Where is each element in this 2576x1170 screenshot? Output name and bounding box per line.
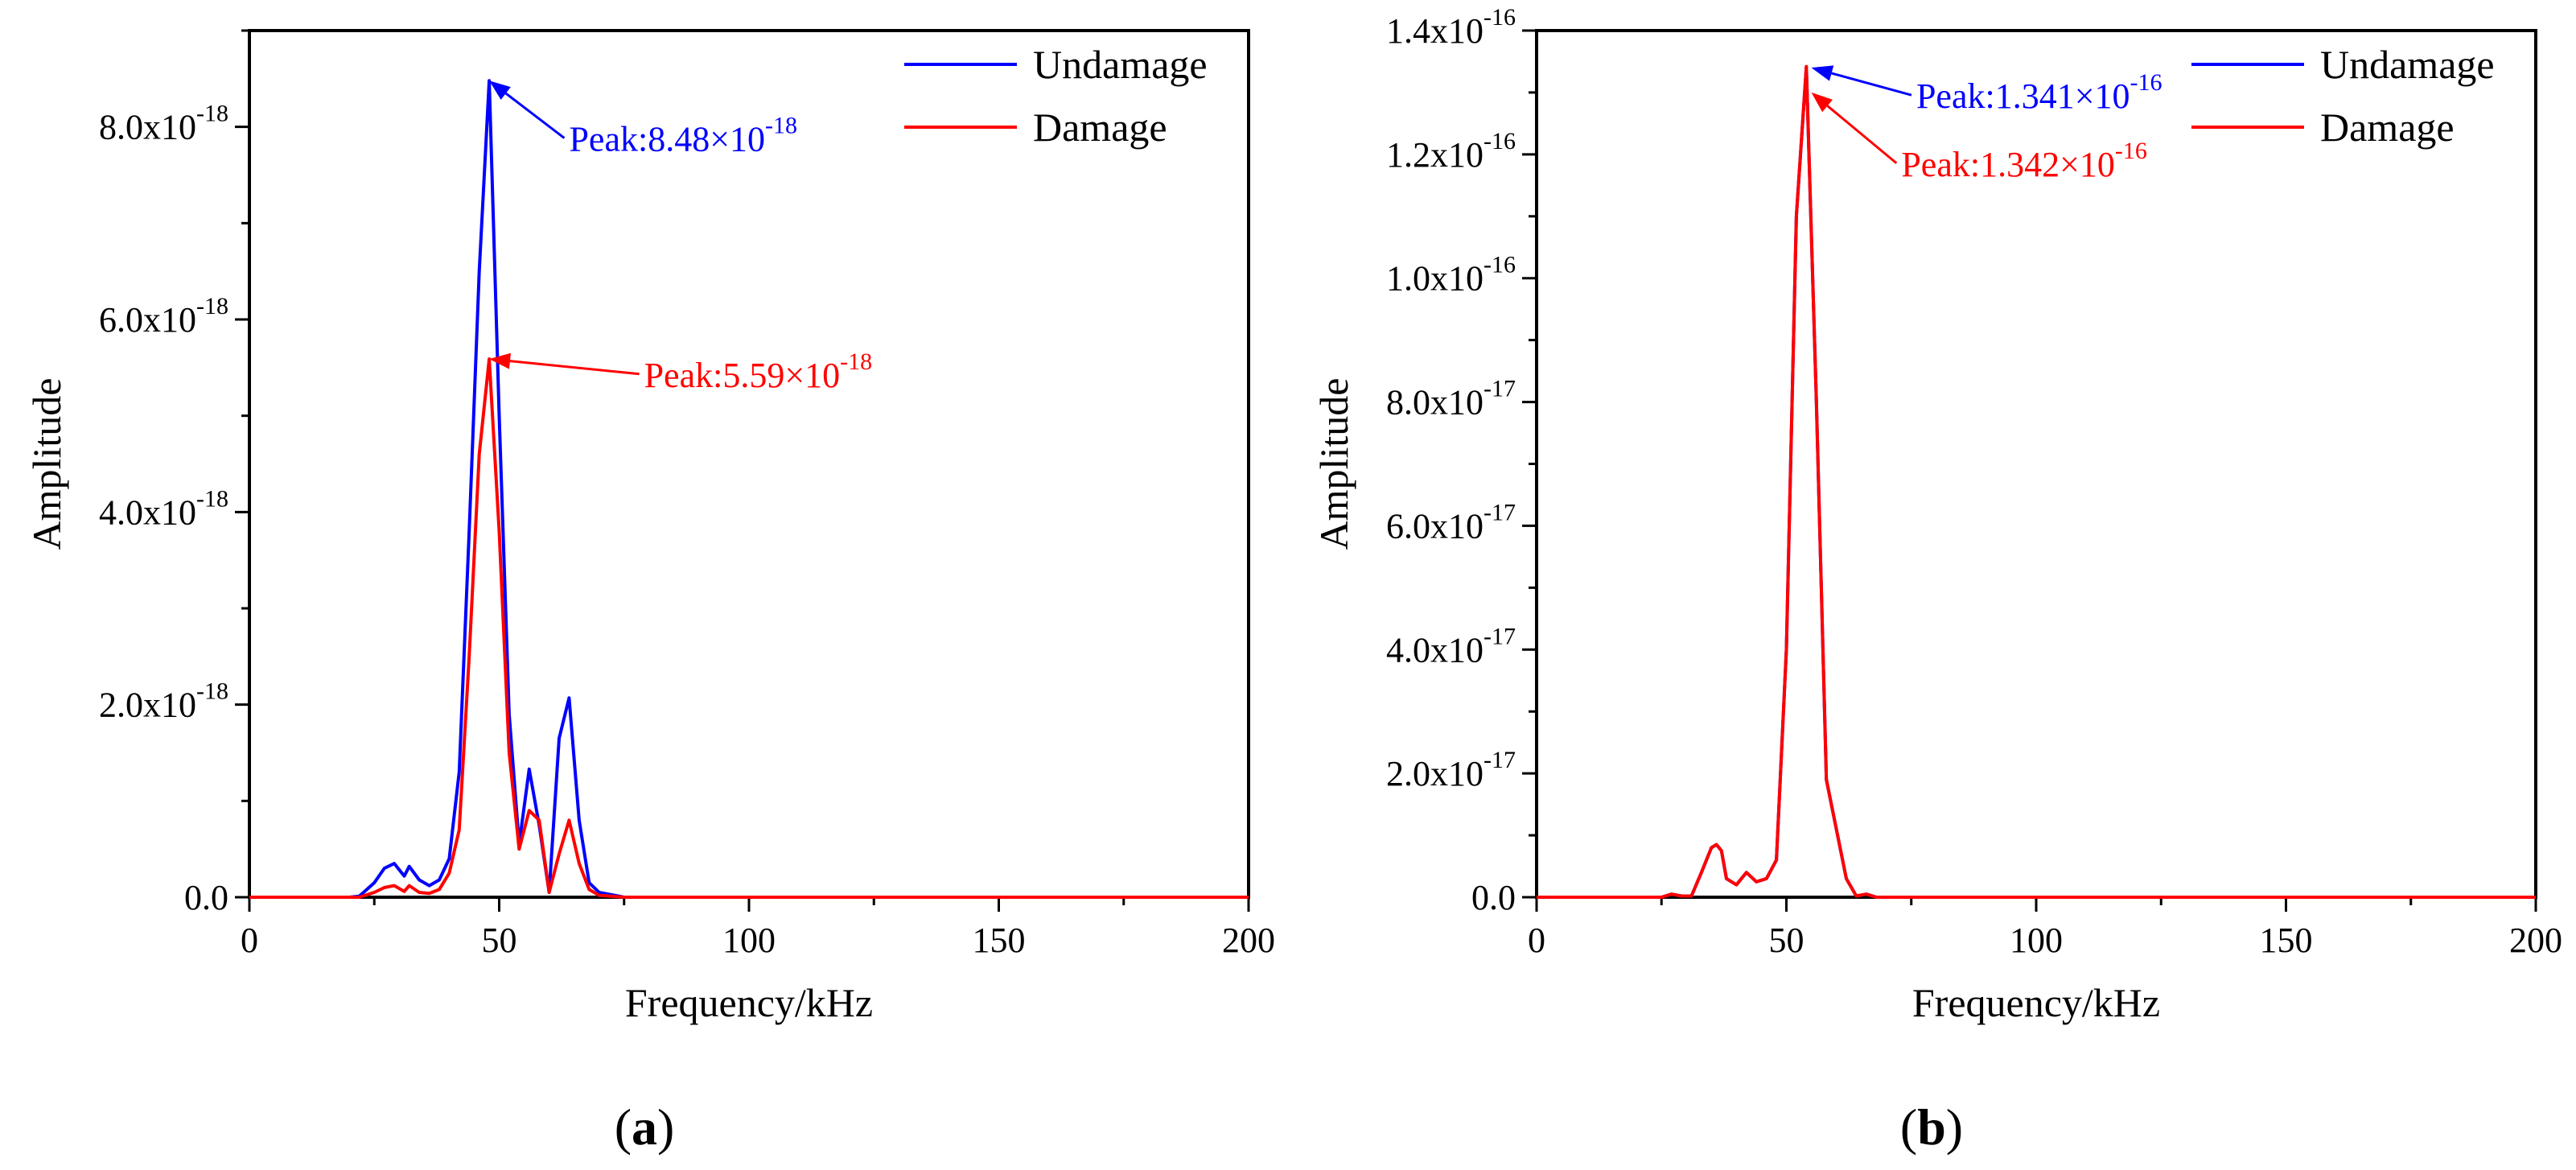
x-tick-label: 100 <box>722 921 776 960</box>
y-tick-exponent: -16 <box>1483 128 1516 154</box>
annotation-arrow-head <box>489 352 511 369</box>
peak-annotation: Peak:8.48×10-18 <box>569 113 797 159</box>
y-tick-mantissa: 1.4x10 <box>1386 11 1483 51</box>
y-tick-label: 8.0x10-17 <box>1386 376 1516 422</box>
y-tick-exponent: -18 <box>196 485 228 512</box>
x-tick-label: 100 <box>2010 921 2063 960</box>
panel-label-open: ( <box>615 1098 632 1156</box>
y-axis-title: Amplitude <box>1311 378 1356 550</box>
plot-frame <box>248 29 1250 899</box>
y-tick-exponent: -18 <box>196 678 228 705</box>
x-tick-label: 200 <box>2509 921 2562 960</box>
y-tick-label: 2.0x10-18 <box>99 678 228 725</box>
y-tick-mantissa: 4.0x10 <box>1386 630 1483 669</box>
peak-annotation-mantissa: Peak:8.48×10 <box>569 120 765 159</box>
y-tick-mantissa: 2.0x10 <box>1386 754 1483 793</box>
panel-label-close: ) <box>657 1098 674 1156</box>
peak-annotation-exponent: -18 <box>765 113 797 139</box>
peak-annotation-mantissa: Peak:1.342×10 <box>1901 145 2115 184</box>
x-tick-label: 150 <box>973 921 1026 960</box>
legend-label-damage: Damage <box>1033 105 1167 150</box>
x-axis-title: Frequency/kHz <box>1912 980 2160 1025</box>
annotation-arrow-line <box>1831 72 1912 97</box>
y-tick-label: 0.0 <box>1471 878 1516 917</box>
series-line-undamage <box>1537 65 2536 899</box>
y-axis-title: Amplitude <box>24 378 69 550</box>
y-tick-exponent: -18 <box>196 101 228 127</box>
y-tick-mantissa: 8.0x10 <box>99 108 196 147</box>
panel-label-letter: b <box>1917 1098 1946 1156</box>
chart-panel-a: 0 50 100 150 2000.02.0x10-184.0x10-186.0x10-… <box>24 29 1275 1156</box>
panel-label-letter: a <box>632 1098 657 1156</box>
y-tick-label: 1.2x10-16 <box>1386 128 1516 175</box>
peak-annotation: Peak:1.341×10-16 <box>1916 69 2162 116</box>
panel-label-open: ( <box>1900 1098 1917 1156</box>
y-tick-label: 4.0x10-17 <box>1386 623 1516 669</box>
panel-label: (a) <box>615 1098 675 1156</box>
y-tick-mantissa: 0.0 <box>184 878 228 917</box>
x-axis-title: Frequency/kHz <box>625 980 873 1025</box>
y-tick-mantissa: 1.0x10 <box>1386 259 1483 299</box>
x-tick-label: 150 <box>2260 921 2313 960</box>
legend-label-undamage: Undamage <box>2320 42 2495 87</box>
x-tick-label: 50 <box>482 921 517 960</box>
y-tick-label: 1.0x10-16 <box>1386 252 1516 299</box>
x-tick-label: 0 <box>1528 921 1545 960</box>
y-tick-label: 4.0x10-18 <box>99 485 228 532</box>
y-tick-mantissa: 1.2x10 <box>1386 135 1483 175</box>
annotation-arrow-line <box>504 92 566 139</box>
chart-panel-b: 0 50 100 150 2000.02.0x10-174.0x10-176.0x10-… <box>1311 4 2562 1156</box>
legend-label-damage: Damage <box>2320 105 2455 150</box>
y-tick-mantissa: 8.0x10 <box>1386 383 1483 422</box>
y-tick-label: 8.0x10-18 <box>99 101 228 147</box>
y-tick-mantissa: 4.0x10 <box>99 492 196 532</box>
y-tick-exponent: -16 <box>1483 4 1516 31</box>
y-tick-label: 6.0x10-18 <box>99 293 228 340</box>
y-tick-mantissa: 6.0x10 <box>99 300 196 340</box>
annotation-arrow-head <box>1811 65 1834 81</box>
annotation-arrow-line <box>1826 105 1898 164</box>
y-tick-mantissa: 2.0x10 <box>99 686 196 725</box>
y-tick-exponent: -17 <box>1483 499 1516 525</box>
peak-annotation-exponent: -16 <box>2115 138 2147 164</box>
peak-annotation: Peak:1.342×10-16 <box>1901 138 2147 184</box>
y-tick-mantissa: 0.0 <box>1471 878 1516 917</box>
annotation-arrow-head <box>1811 92 1833 113</box>
peak-annotation-mantissa: Peak:1.341×10 <box>1916 76 2130 116</box>
series-line-undamage <box>249 79 1249 899</box>
annotation-arrow-head <box>489 80 511 100</box>
legend-label-undamage: Undamage <box>1033 42 1208 87</box>
y-tick-label: 0.0 <box>184 878 228 917</box>
peak-annotation-mantissa: Peak:5.59×10 <box>644 356 841 395</box>
peak-annotation: Peak:5.59×10-18 <box>644 348 873 395</box>
y-tick-mantissa: 6.0x10 <box>1386 506 1483 546</box>
series-line-damage <box>1537 64 2536 899</box>
panel-label-close: ) <box>1946 1098 1963 1156</box>
y-tick-exponent: -17 <box>1483 747 1516 773</box>
annotation-arrow-line <box>509 360 640 376</box>
peak-annotation-exponent: -18 <box>840 348 872 375</box>
y-tick-exponent: -17 <box>1483 623 1516 649</box>
series-line-damage <box>249 357 1249 899</box>
y-tick-label: 6.0x10-17 <box>1386 499 1516 546</box>
x-tick-label: 0 <box>241 921 258 960</box>
x-tick-label: 50 <box>1769 921 1804 960</box>
x-tick-label: 200 <box>1222 921 1275 960</box>
y-tick-label: 1.4x10-16 <box>1386 4 1516 51</box>
y-tick-label: 2.0x10-17 <box>1386 747 1516 793</box>
y-tick-exponent: -18 <box>196 293 228 319</box>
y-tick-exponent: -16 <box>1483 252 1516 278</box>
peak-annotation-exponent: -16 <box>2130 69 2162 96</box>
panel-label: (b) <box>1900 1098 1963 1156</box>
y-tick-exponent: -17 <box>1483 376 1516 402</box>
